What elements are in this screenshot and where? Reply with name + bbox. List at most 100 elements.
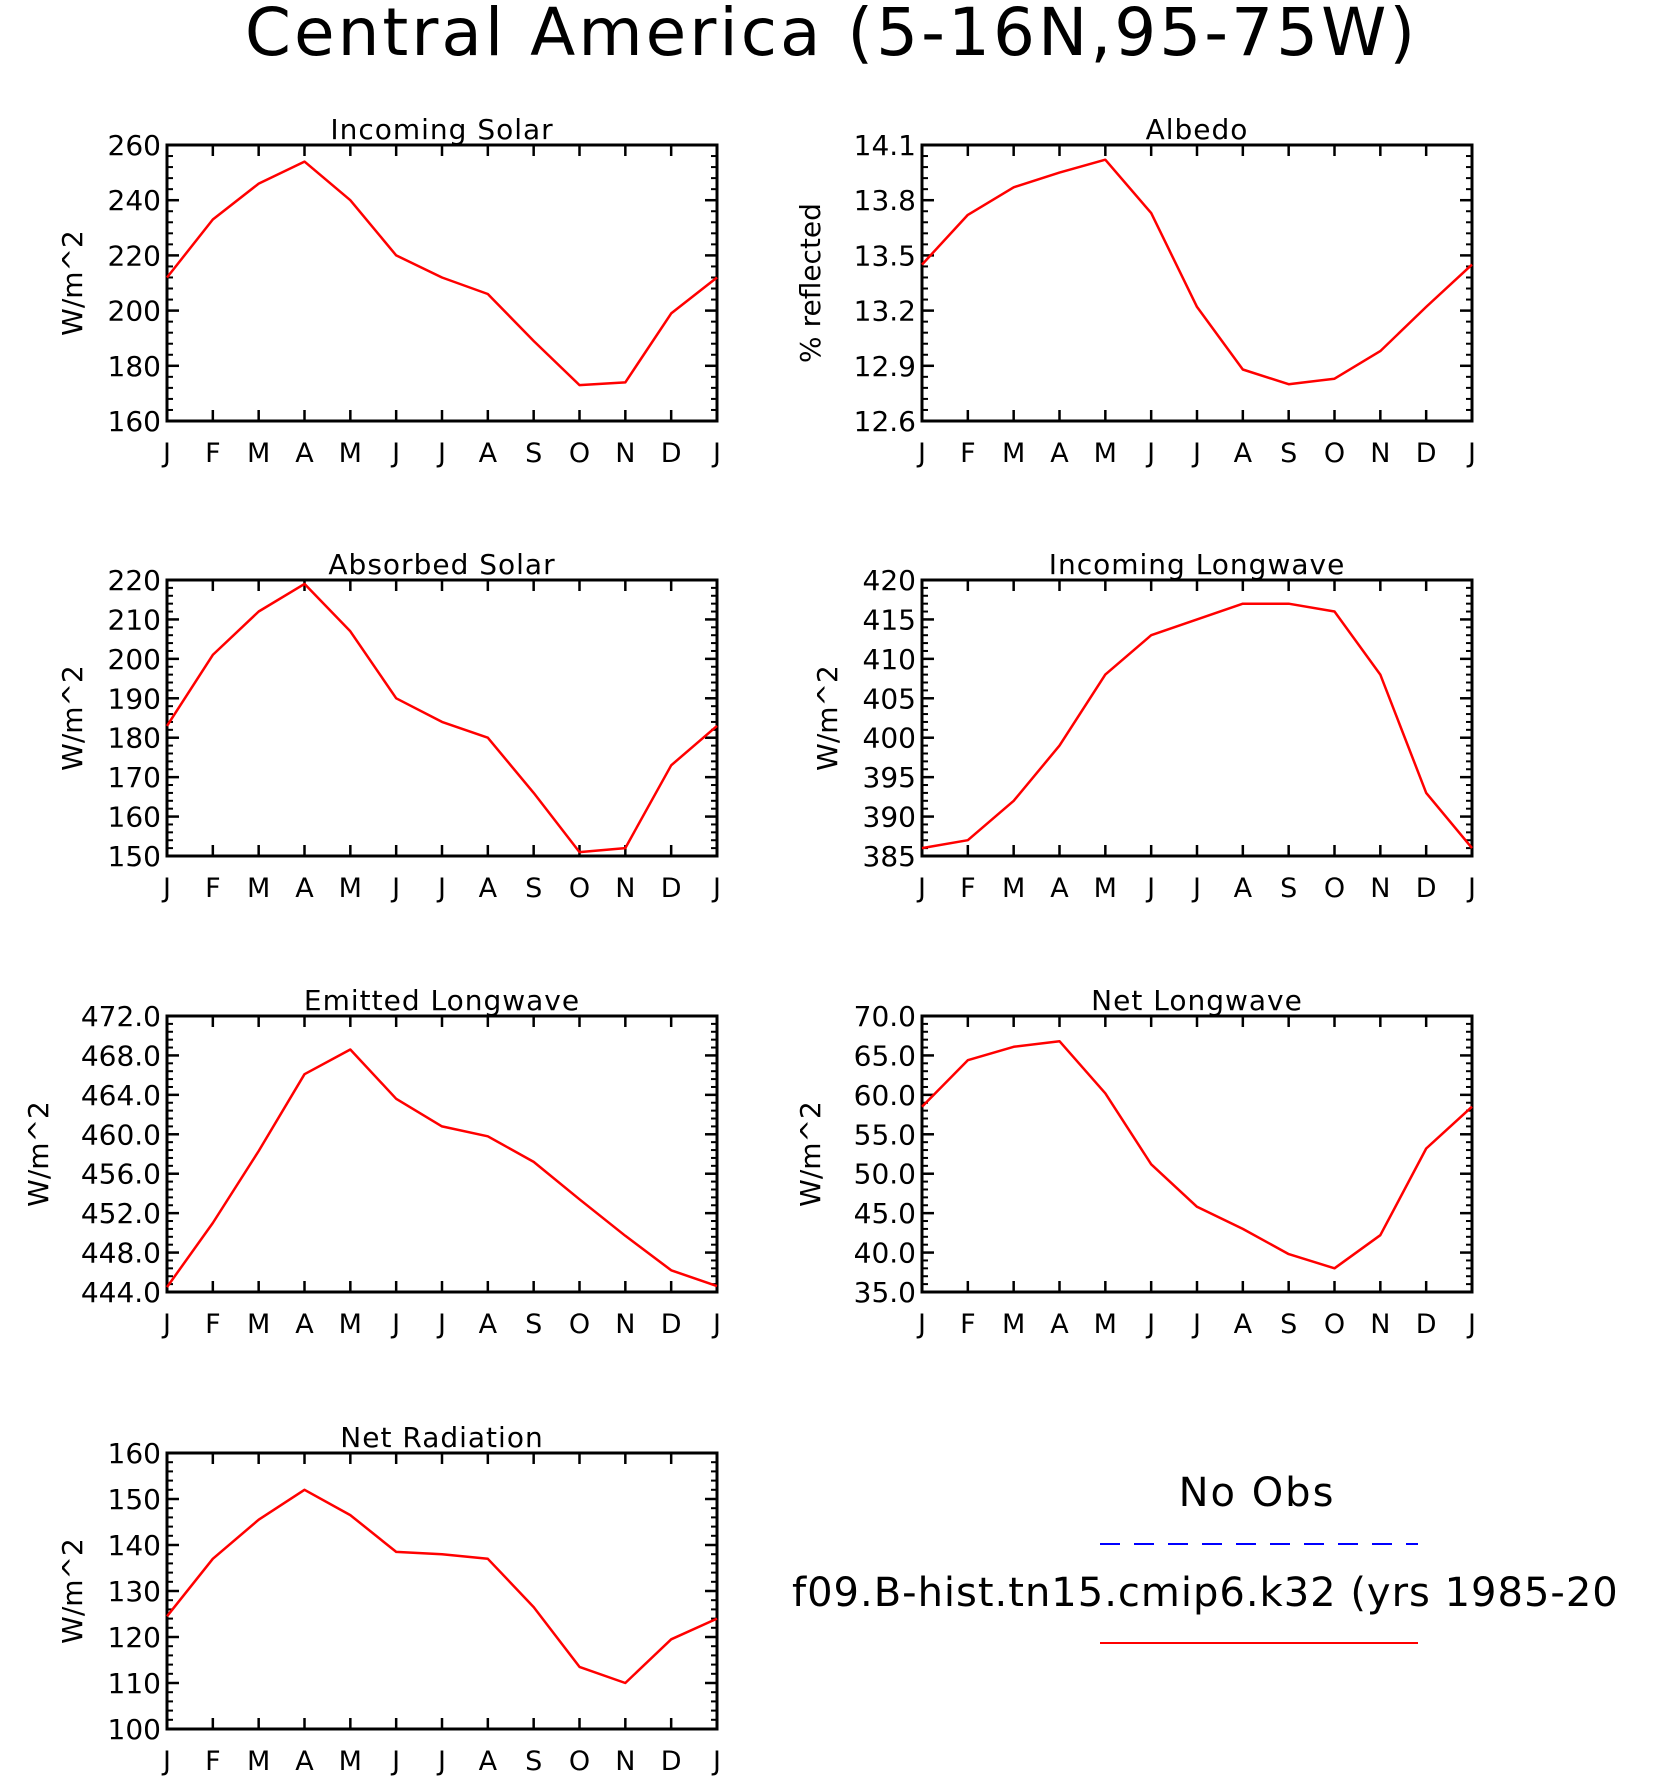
x-tick-label: S bbox=[1280, 1309, 1297, 1340]
y-tick-label: 160 bbox=[108, 405, 161, 438]
x-tick-label: S bbox=[525, 1746, 542, 1777]
y-axis-label: % reflected bbox=[794, 203, 827, 363]
plot-frame bbox=[165, 143, 719, 423]
panel-title: Incoming Solar bbox=[330, 113, 553, 146]
y-tick-label: 160 bbox=[108, 1437, 161, 1470]
y-tick-label: 130 bbox=[108, 1575, 161, 1608]
y-tick-label: 65.0 bbox=[854, 1039, 916, 1072]
x-tick-label: J bbox=[1145, 1309, 1155, 1340]
series-line bbox=[921, 602, 1473, 850]
y-axis-label: W/m^2 bbox=[56, 665, 89, 771]
panel-title: Absorbed Solar bbox=[328, 548, 555, 581]
y-tick-label: 385 bbox=[863, 840, 916, 873]
y-tick-label: 460.0 bbox=[81, 1118, 161, 1151]
y-tick-label: 100 bbox=[108, 1713, 161, 1746]
x-tick-label: O bbox=[569, 438, 590, 469]
x-tick-label: J bbox=[161, 1746, 171, 1777]
x-tick-label: J bbox=[1466, 873, 1476, 904]
x-tick-label: N bbox=[615, 438, 635, 469]
x-tick-label: A bbox=[1234, 873, 1253, 904]
y-tick-label: 420 bbox=[863, 564, 916, 597]
chart-panel-2: J F M A M J J A S O N D J12.612.913.213.513.814.1 Alb… bbox=[794, 113, 1476, 469]
x-tick-label: D bbox=[661, 1309, 682, 1340]
y-tick-label: 160 bbox=[108, 801, 161, 834]
y-tick-label: 240 bbox=[108, 184, 161, 217]
y-tick-label: 55.0 bbox=[854, 1118, 916, 1151]
y-tick-label: 448.0 bbox=[81, 1237, 161, 1270]
y-tick-label: 12.9 bbox=[854, 350, 916, 383]
x-tick-label: J bbox=[1191, 438, 1201, 469]
y-tick-label: 40.0 bbox=[854, 1237, 916, 1270]
plot-frame bbox=[920, 578, 1474, 858]
y-tick-label: 400 bbox=[863, 722, 916, 755]
y-tick-label: 468.0 bbox=[81, 1039, 161, 1072]
x-tick-label: J bbox=[916, 438, 926, 469]
y-axis-label: W/m^2 bbox=[56, 230, 89, 336]
x-tick-label: J bbox=[436, 1309, 446, 1340]
x-tick-label: N bbox=[1370, 1309, 1390, 1340]
x-tick-label: J bbox=[1145, 873, 1155, 904]
x-tick-label: N bbox=[1370, 873, 1390, 904]
x-tick-label: M bbox=[247, 1746, 270, 1777]
plot-frame bbox=[165, 1014, 719, 1294]
legend-model-label: f09.B-hist.tn15.cmip6.k32 (yrs 1985-20 bbox=[792, 1570, 1619, 1616]
x-tick-label: M bbox=[1002, 1309, 1025, 1340]
x-tick-label: A bbox=[1050, 873, 1069, 904]
y-tick-label: 220 bbox=[108, 239, 161, 272]
x-tick-label: J bbox=[161, 438, 171, 469]
series-line bbox=[921, 1039, 1473, 1270]
legend: No Obs f09.B-hist.tn15.cmip6.k32 (yrs 19… bbox=[792, 1470, 1619, 1644]
x-tick-label: J bbox=[916, 873, 926, 904]
x-tick-label: S bbox=[1280, 438, 1297, 469]
x-tick-label: M bbox=[339, 873, 362, 904]
x-tick-label: S bbox=[525, 1309, 542, 1340]
x-tick-label: J bbox=[916, 1309, 926, 1340]
x-tick-label: A bbox=[479, 1309, 498, 1340]
x-tick-label: J bbox=[1191, 1309, 1201, 1340]
y-tick-label: 260 bbox=[108, 129, 161, 162]
x-tick-label: F bbox=[960, 873, 976, 904]
x-tick-label: A bbox=[1050, 438, 1069, 469]
x-tick-label: A bbox=[479, 873, 498, 904]
x-tick-label: J bbox=[161, 873, 171, 904]
x-tick-label: D bbox=[661, 1746, 682, 1777]
x-tick-label: D bbox=[1416, 438, 1437, 469]
y-axis-label: W/m^2 bbox=[56, 1538, 89, 1644]
x-tick-label: F bbox=[205, 438, 221, 469]
x-tick-label: N bbox=[615, 1309, 635, 1340]
plot-frame bbox=[920, 143, 1474, 423]
y-tick-label: 180 bbox=[108, 350, 161, 383]
series-line bbox=[921, 158, 1473, 386]
y-tick-label: 452.0 bbox=[81, 1197, 161, 1230]
panel-title: Emitted Longwave bbox=[304, 984, 580, 1017]
series-line bbox=[166, 1488, 718, 1685]
y-tick-label: 140 bbox=[108, 1529, 161, 1562]
x-tick-label: J bbox=[390, 1746, 400, 1777]
y-tick-label: 14.1 bbox=[854, 129, 916, 162]
y-tick-label: 120 bbox=[108, 1621, 161, 1654]
x-tick-label: J bbox=[1466, 438, 1476, 469]
x-tick-label: F bbox=[205, 873, 221, 904]
x-tick-label: M bbox=[247, 438, 270, 469]
y-tick-label: 390 bbox=[863, 801, 916, 834]
legend-obs-label: No Obs bbox=[1179, 1470, 1336, 1516]
x-tick-label: A bbox=[479, 438, 498, 469]
y-tick-label: 405 bbox=[863, 682, 916, 715]
y-tick-label: 70.0 bbox=[854, 1000, 916, 1033]
x-tick-label: J bbox=[390, 438, 400, 469]
y-axis-label: W/m^2 bbox=[794, 1101, 827, 1207]
x-tick-label: D bbox=[661, 873, 682, 904]
x-tick-label: A bbox=[295, 1746, 314, 1777]
series-line bbox=[165, 1048, 718, 1288]
y-tick-label: 45.0 bbox=[854, 1197, 916, 1230]
x-tick-label: O bbox=[1324, 873, 1345, 904]
plot-frame bbox=[920, 1014, 1474, 1294]
x-tick-label: M bbox=[339, 1309, 362, 1340]
x-tick-label: J bbox=[436, 1746, 446, 1777]
x-tick-label: O bbox=[1324, 1309, 1345, 1340]
